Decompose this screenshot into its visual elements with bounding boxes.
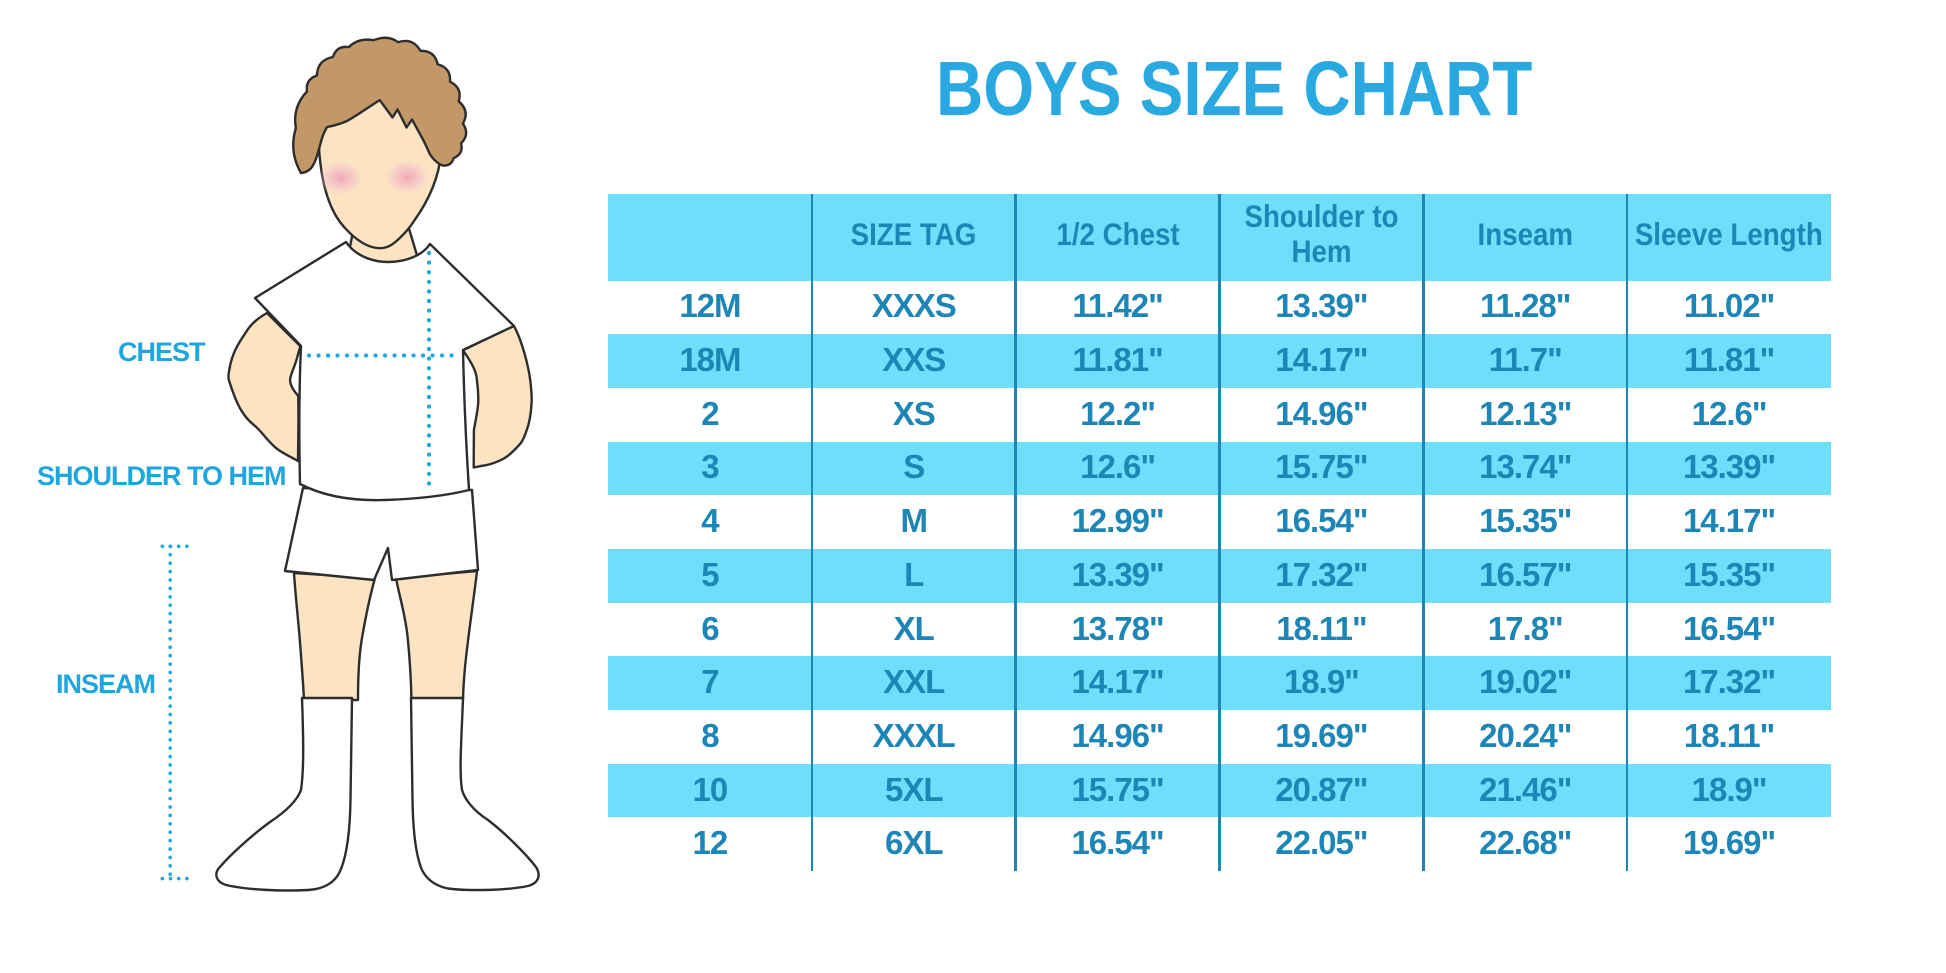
- svg-text:CHEST: CHEST: [118, 337, 206, 367]
- svg-text:INSEAM: INSEAM: [56, 669, 155, 699]
- svg-text:SHOULDER TO HEM: SHOULDER TO HEM: [37, 461, 286, 491]
